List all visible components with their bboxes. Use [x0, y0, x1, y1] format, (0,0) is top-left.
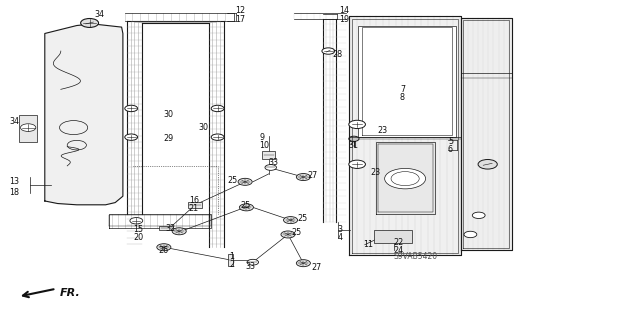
Text: 33: 33	[245, 262, 255, 271]
Text: 25: 25	[291, 228, 301, 237]
Text: 11: 11	[363, 240, 373, 249]
Text: 6: 6	[448, 145, 453, 154]
Bar	[188, 202, 202, 208]
Circle shape	[296, 260, 310, 267]
Bar	[228, 255, 233, 265]
Text: 10: 10	[259, 141, 269, 150]
Text: 32: 32	[165, 224, 175, 233]
Bar	[159, 226, 173, 230]
Bar	[19, 115, 37, 142]
Text: 34: 34	[9, 117, 19, 126]
Circle shape	[349, 120, 365, 129]
Text: 17: 17	[236, 15, 246, 24]
Circle shape	[238, 178, 252, 185]
Text: 33: 33	[269, 158, 279, 167]
Text: 22: 22	[394, 238, 404, 247]
Text: 8: 8	[400, 93, 405, 102]
Circle shape	[20, 124, 36, 131]
Text: 19: 19	[339, 15, 349, 24]
Circle shape	[172, 228, 186, 235]
Text: 12: 12	[236, 6, 246, 15]
Circle shape	[281, 231, 295, 238]
Text: 5: 5	[448, 137, 453, 146]
Circle shape	[125, 134, 138, 140]
Text: FR.: FR.	[60, 288, 81, 298]
Text: 25: 25	[240, 201, 250, 210]
Text: 25: 25	[298, 214, 308, 223]
Polygon shape	[45, 24, 123, 205]
Circle shape	[125, 105, 138, 112]
Circle shape	[211, 105, 224, 112]
Text: 15: 15	[133, 225, 143, 234]
Text: 9: 9	[259, 133, 264, 142]
Circle shape	[81, 19, 99, 27]
Text: 28: 28	[333, 50, 343, 59]
Circle shape	[157, 244, 171, 251]
Text: 21: 21	[189, 204, 199, 213]
Text: 34: 34	[95, 10, 105, 19]
Text: 27: 27	[307, 171, 317, 180]
Text: 27: 27	[312, 263, 322, 271]
Text: 2: 2	[229, 260, 234, 269]
Circle shape	[239, 204, 253, 211]
Text: 26: 26	[159, 246, 169, 255]
Text: S9VAB5420: S9VAB5420	[394, 252, 438, 261]
Bar	[374, 230, 412, 243]
Circle shape	[322, 48, 335, 54]
Polygon shape	[461, 18, 512, 250]
Text: 7: 7	[400, 85, 405, 94]
Circle shape	[130, 218, 143, 224]
Circle shape	[284, 217, 298, 224]
Circle shape	[349, 160, 365, 168]
Circle shape	[385, 168, 426, 189]
Circle shape	[211, 134, 224, 140]
Circle shape	[464, 231, 477, 238]
Text: 4: 4	[338, 233, 343, 242]
Circle shape	[296, 174, 310, 181]
Bar	[262, 151, 275, 159]
Polygon shape	[376, 142, 435, 214]
Text: 23: 23	[378, 126, 388, 135]
Text: 29: 29	[163, 134, 173, 143]
Circle shape	[472, 212, 485, 219]
Text: 14: 14	[339, 6, 349, 15]
Polygon shape	[349, 16, 461, 255]
Text: 18: 18	[9, 189, 19, 197]
Circle shape	[265, 165, 276, 170]
Text: 13: 13	[9, 177, 19, 186]
Text: 31: 31	[349, 141, 359, 150]
Text: 1: 1	[229, 252, 234, 261]
Text: 25: 25	[227, 176, 237, 185]
Text: 23: 23	[370, 168, 380, 177]
Text: 3: 3	[338, 225, 343, 234]
Circle shape	[247, 259, 259, 265]
Text: 20: 20	[133, 233, 143, 242]
Polygon shape	[358, 26, 456, 137]
Text: 24: 24	[394, 246, 404, 255]
Text: 30: 30	[198, 123, 209, 132]
Circle shape	[478, 160, 497, 169]
Text: 30: 30	[163, 110, 173, 119]
Text: 16: 16	[189, 197, 199, 205]
